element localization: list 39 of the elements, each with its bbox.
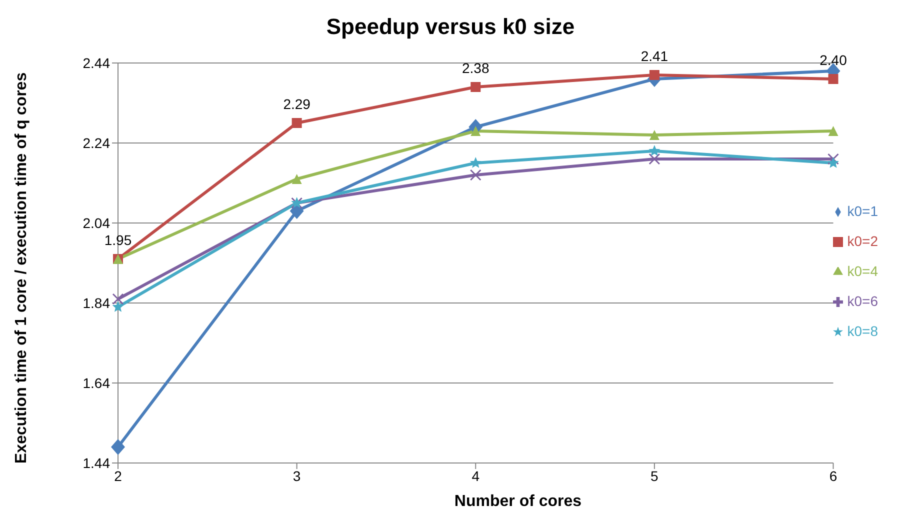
- point: [648, 145, 660, 156]
- point: [649, 70, 660, 80]
- y-axis-title: Execution time of 1 core / execution time of q cores: [12, 71, 31, 466]
- y-tick-label: 2.44: [82, 54, 110, 71]
- data-label: 2.38: [462, 60, 490, 76]
- point: [470, 169, 482, 181]
- point: [649, 130, 660, 140]
- point: [292, 174, 302, 184]
- x-tick-label: 6: [829, 468, 838, 484]
- point: [292, 118, 302, 128]
- legend-label: k0=2: [847, 232, 878, 248]
- data-label: 1.95: [104, 232, 132, 248]
- x-axis-title: Number of cores: [453, 493, 583, 511]
- data-label: 2.41: [640, 48, 668, 64]
- chart-title: Speedup versus k0 size: [325, 14, 576, 40]
- point: [828, 74, 838, 84]
- y-tick-label: 1.64: [82, 374, 110, 391]
- y-tick-label: 1.44: [82, 454, 110, 471]
- x-tick-label: 5: [650, 468, 659, 484]
- x-tick-label: 3: [292, 468, 301, 484]
- legend-label: k0=1: [847, 202, 878, 218]
- y-tick-label: 1.84: [82, 294, 110, 311]
- point: [470, 157, 482, 168]
- legend-label: k0=6: [847, 292, 878, 308]
- point: [828, 153, 839, 165]
- legend-label: k0=4: [847, 262, 878, 278]
- data-label: 2.29: [283, 96, 311, 112]
- data-label: 2.40: [820, 52, 848, 68]
- point: [828, 157, 839, 168]
- x-tick-label: 4: [472, 468, 480, 484]
- y-tick-label: 2.24: [82, 134, 110, 151]
- legend-label: k0=8: [847, 322, 878, 338]
- point: [111, 439, 125, 455]
- point: [470, 82, 481, 92]
- y-tick-label: 2.04: [82, 214, 110, 231]
- point: [648, 153, 660, 165]
- point: [470, 126, 481, 136]
- x-tick-label: 2: [114, 468, 122, 484]
- point: [828, 126, 838, 136]
